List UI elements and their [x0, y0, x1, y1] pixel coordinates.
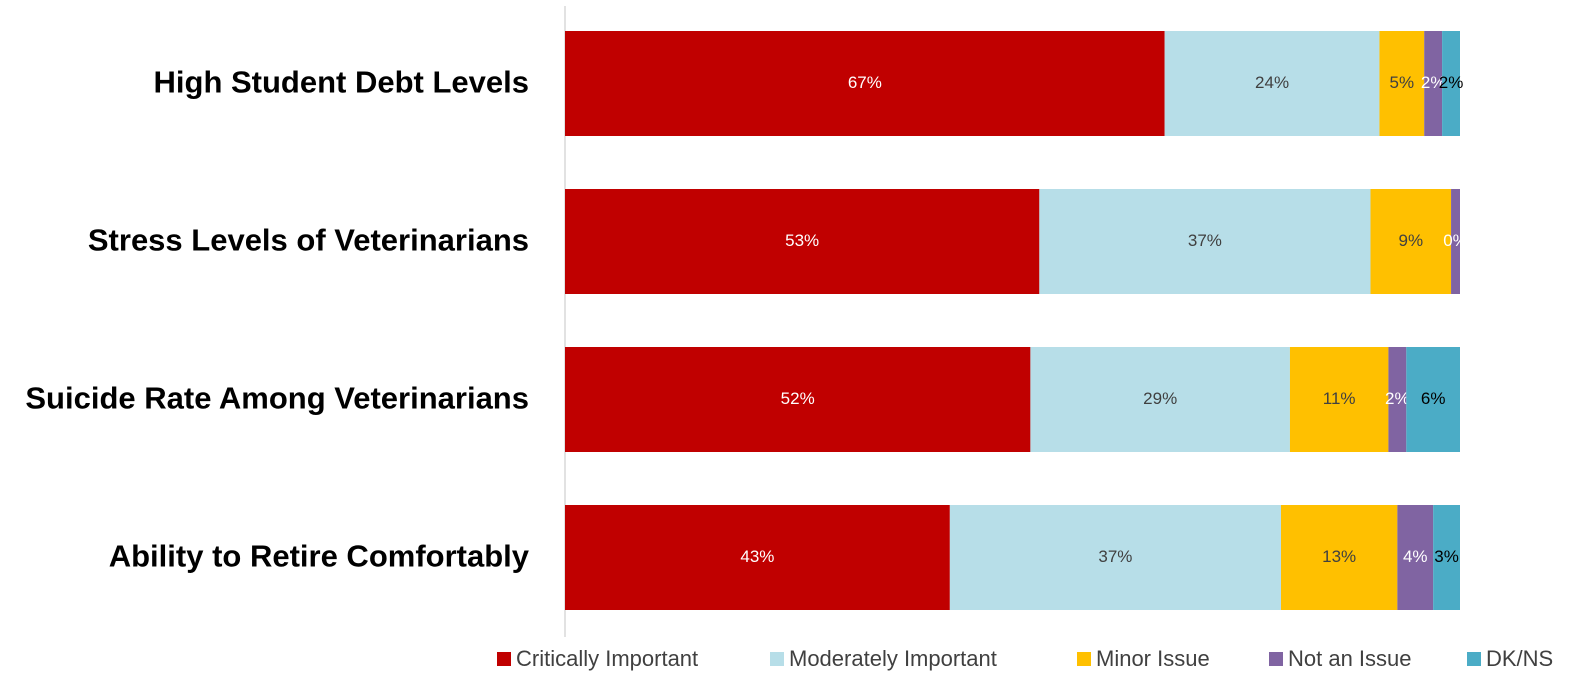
legend-swatch [497, 652, 511, 666]
data-label-moderately-important: 29% [1143, 389, 1177, 408]
legend-item-critically-important: Critically Important [497, 646, 698, 671]
legend-item-minor-issue: Minor Issue [1077, 646, 1210, 671]
bar-row-ability-to-retire-comfortably: 43% 37% 13% 4% 3% [565, 505, 1460, 610]
legend-swatch [1077, 652, 1091, 666]
data-label-not-an-issue: 0% [1443, 231, 1468, 250]
data-label-not-an-issue: 2% [1385, 389, 1410, 408]
data-label-moderately-important: 37% [1098, 547, 1132, 566]
data-label-dk-ns: 2% [1439, 73, 1464, 92]
legend-item-not-an-issue: Not an Issue [1269, 646, 1412, 671]
data-label-critically-important: 53% [785, 231, 819, 250]
bar-row-suicide-rate-among-veterinarians: 52% 29% 11% 2% 6% [565, 347, 1460, 452]
data-label-dk-ns: 6% [1421, 389, 1446, 408]
category-label: High Student Debt Levels [154, 65, 529, 100]
legend: Critically Important Moderately Important… [497, 646, 1553, 671]
bar-row-high-student-debt-levels: 67% 24% 5% 2%2% [565, 31, 1463, 136]
data-label-dk-ns: 3% [1434, 547, 1459, 566]
category-labels: High Student Debt Levels Stress Levels of… [25, 65, 529, 574]
category-label: Suicide Rate Among Veterinarians [25, 381, 529, 416]
legend-label: Minor Issue [1096, 646, 1210, 671]
category-label: Stress Levels of Veterinarians [88, 223, 529, 258]
data-label-minor-issue: 9% [1398, 231, 1423, 250]
data-label-minor-issue: 11% [1323, 389, 1356, 408]
category-label: Ability to Retire Comfortably [109, 539, 530, 574]
legend-swatch [1467, 652, 1481, 666]
data-label-critically-important: 43% [740, 547, 774, 566]
data-label-not-an-issue: 4% [1403, 547, 1428, 566]
legend-label: DK/NS [1486, 646, 1553, 671]
data-label-critically-important: 67% [848, 73, 882, 92]
legend-swatch [770, 652, 784, 666]
legend-item-dk-ns: DK/NS [1467, 646, 1553, 671]
data-label-minor-issue: 13% [1322, 547, 1356, 566]
legend-item-moderately-important: Moderately Important [770, 646, 997, 671]
bar-row-stress-levels-of-veterinarians: 53% 37% 9% 0% [565, 189, 1468, 294]
data-label-minor-issue: 5% [1390, 73, 1415, 92]
data-label-moderately-important: 37% [1188, 231, 1222, 250]
legend-label: Not an Issue [1288, 646, 1412, 671]
legend-swatch [1269, 652, 1283, 666]
legend-label: Moderately Important [789, 646, 997, 671]
bar-groups: 67% 24% 5% 2% 2% 53% 37% 9% 0% 52% 29% 11% 2% 6% 43% 37… [565, 31, 1468, 610]
data-label-moderately-important: 24% [1255, 73, 1289, 92]
data-label-critically-important: 52% [781, 389, 815, 408]
legend-label: Critically Important [516, 646, 698, 671]
